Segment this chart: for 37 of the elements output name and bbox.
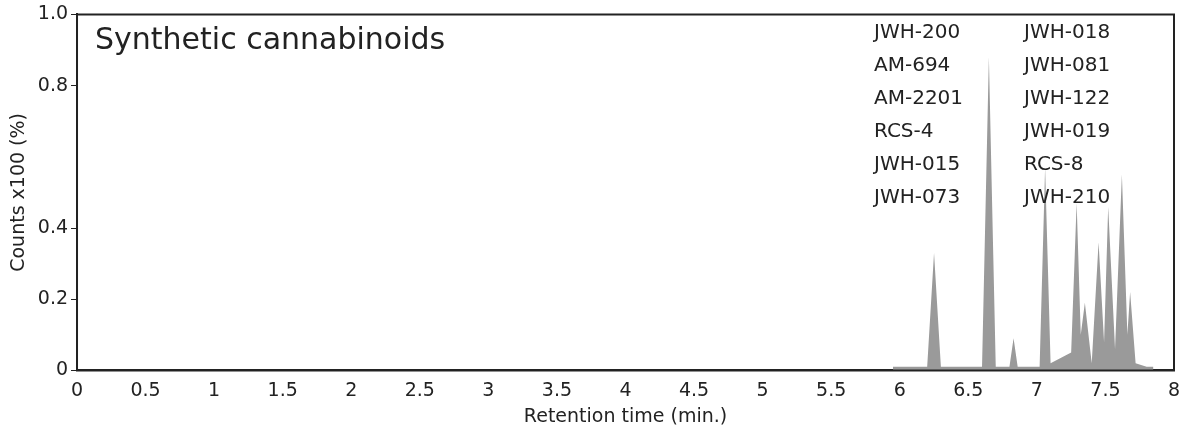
annotation: JWH-081 (1022, 51, 1111, 76)
x-tick-label: 2.5 (404, 377, 435, 400)
x-tick-label: 0 (70, 377, 84, 400)
chart-title: Synthetic cannabinoids (95, 21, 446, 57)
annotation: JWH-019 (1022, 117, 1111, 142)
annotation: AM-2201 (874, 84, 964, 109)
x-tick-label: 0.5 (130, 377, 161, 400)
x-axis-title: Retention time (min.) (523, 403, 728, 426)
x-tick-label: 2 (345, 377, 358, 400)
x-tick-label: 8 (1167, 377, 1181, 400)
y-tick-label: 0.2 (37, 286, 69, 309)
x-tick-label: 1 (208, 377, 221, 400)
y-axis-title: Counts x100 (%) (6, 113, 29, 272)
y-tick-label: 0.4 (37, 214, 69, 237)
x-tick-label: 5 (756, 377, 769, 400)
x-tick-label: 1.5 (267, 377, 298, 400)
y-tick-label: 1.0 (37, 1, 69, 24)
annotation: JWH-200 (872, 18, 961, 43)
annotation: RCS-4 (874, 117, 934, 142)
x-tick-label: 4.5 (678, 377, 710, 400)
annotation: JWH-122 (1022, 84, 1111, 109)
annotation: AM-694 (874, 51, 951, 76)
x-tick-label: 6 (893, 377, 906, 400)
x-tick-label: 3 (482, 377, 495, 400)
x-tick-label: 3.5 (541, 377, 573, 400)
annotation: JWH-015 (872, 150, 961, 175)
x-tick-label: 7.5 (1090, 377, 1121, 400)
x-tick-label: 6.5 (953, 377, 984, 400)
annotation: JWH-018 (1022, 18, 1111, 43)
annotation: JWH-210 (1022, 183, 1111, 208)
y-tick-label: 0 (55, 357, 69, 380)
y-tick-label: 0.8 (37, 72, 69, 95)
x-tick-label: 4 (619, 377, 632, 400)
annotation: RCS-8 (1024, 150, 1084, 175)
annotation: JWH-073 (872, 183, 961, 208)
x-tick-label: 7 (1030, 377, 1043, 400)
x-tick-label: 5.5 (816, 377, 847, 400)
